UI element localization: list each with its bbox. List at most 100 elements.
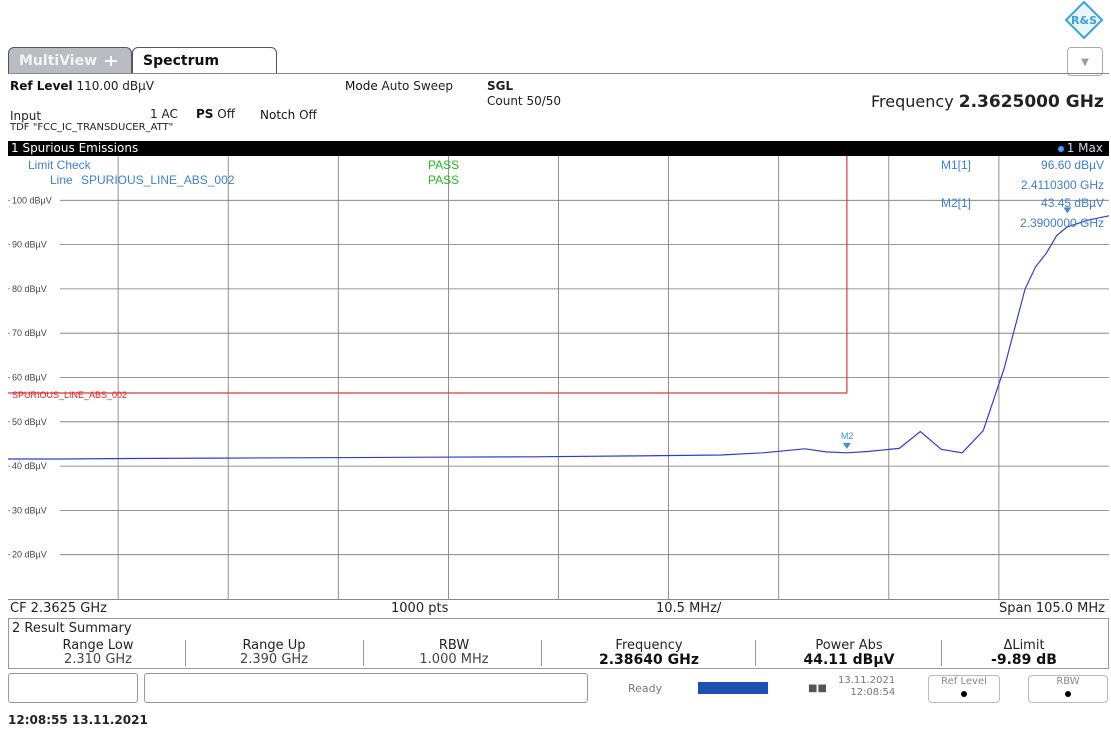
marker-m1-label: M1[1] [941, 158, 971, 172]
rbw-value: 1.000 MHz [369, 652, 539, 667]
range-low-value: 2.310 GHz [13, 652, 183, 667]
y-axis-ticks: 100 dBµV 90 dBµV 80 dBµV 70 dBµV 60 dBµV 50 d… [10, 191, 60, 559]
frequency-header: Frequency [549, 638, 749, 653]
tab-multiview[interactable]: MultiView [8, 47, 132, 73]
ref-level[interactable]: Ref Level 110.00 dBµV [10, 79, 154, 93]
frequency-value: 2.3625000 GHz [959, 92, 1104, 112]
indicator-dot-icon [1065, 691, 1071, 697]
limit-check-line-label: Line [50, 173, 73, 187]
limit-check-title: Limit Check [28, 158, 92, 172]
mode-label: Mode [345, 79, 378, 93]
power-abs-value: 44.11 dBµV [759, 652, 939, 668]
limit-line-group [8, 156, 847, 393]
limit-line [8, 156, 847, 393]
transducer-label: TDF "FCC_IC_TRANSDUCER_ATT" [10, 122, 173, 133]
marker-m2-frequency: 2.3900000 GHz [1020, 216, 1104, 230]
multiview-icon [105, 56, 117, 66]
ps-value: Off [217, 107, 235, 121]
plot-footer: CF 2.3625 GHz 1000 pts 10.5 MHz/ Span 10… [8, 599, 1109, 618]
ref-level-label: Ref Level [10, 79, 73, 93]
power-abs-header: Power Abs [759, 638, 939, 653]
notch-value: Off [299, 108, 317, 122]
rs-logo-text: R&S [1071, 14, 1097, 27]
trace-label: 1 Max [1067, 141, 1103, 155]
limit-check-line-name: SPURIOUS_LINE_ABS_002 [81, 173, 235, 187]
column-divider [363, 640, 364, 666]
column-divider [941, 640, 942, 666]
y-tick-label: 60 dBµV [12, 373, 47, 383]
sgl-indicator: SGL [487, 79, 513, 93]
status-bar: Ready ■■ 13.11.2021 12:08:54 Ref Level R… [8, 673, 1109, 705]
marker-m2-tag: M2 [841, 431, 854, 441]
status-field-left[interactable] [8, 673, 138, 703]
marker-m2-level: 43.45 dBµV [1041, 196, 1104, 210]
status-ready: Ready [628, 682, 662, 695]
status-time: 12:08:54 [838, 687, 895, 699]
y-tick-label: 50 dBµV [12, 417, 47, 427]
result-summary: 2 Result Summary Range Low Range Up RBW … [8, 618, 1109, 669]
frequency-label: Frequency [871, 92, 954, 111]
y-tick-label: 20 dBµV [12, 550, 47, 560]
indicator-dot-icon [961, 691, 967, 697]
trace-dot-icon [1058, 146, 1064, 152]
marker-m2-label: M2[1] [941, 196, 971, 210]
y-tick-label: 80 dBµV [12, 284, 47, 294]
span-value: Span 105.0 MHz [999, 601, 1105, 616]
tab-divider [8, 73, 1109, 74]
column-divider [185, 640, 186, 666]
rs-logo: R&S [1064, 0, 1104, 40]
center-frequency[interactable]: Frequency 2.3625000 GHz [871, 92, 1104, 112]
column-divider [541, 640, 542, 666]
sweep-progress-bar [698, 682, 768, 694]
y-tick-label: 70 dBµV [12, 328, 47, 338]
tab-spectrum[interactable]: Spectrum [132, 47, 277, 73]
limit-line-label: SPURIOUS_LINE_ABS_002 [12, 390, 127, 400]
marker-m1-level: 96.60 dBµV [1041, 158, 1104, 172]
sweep-mode[interactable]: Mode Auto Sweep [345, 79, 453, 93]
marker-group: M2 [841, 207, 1072, 448]
tab-multiview-label: MultiView [19, 53, 97, 69]
y-tick-label: 40 dBµV [12, 461, 47, 471]
chevron-down-icon: ▼ [1081, 57, 1089, 68]
spectrum-plot[interactable]: 100 dBµV 90 dBµV 80 dBµV 70 dBµV 60 dBµV 50 d… [8, 156, 1109, 599]
rbw-softkey[interactable]: RBW [1028, 675, 1108, 703]
delta-limit-header: ΔLimit [939, 638, 1109, 653]
trace-indicator[interactable]: 1 Max [1058, 141, 1103, 156]
system-clock: 12:08:55 13.11.2021 [8, 713, 148, 727]
lxi-icon: ■■ [808, 683, 827, 694]
window-title-bar: 1 Spurious Emissions 1 Max [8, 141, 1109, 156]
window-dropdown-button[interactable]: ▼ [1067, 47, 1103, 76]
div-frequency: 10.5 MHz/ [656, 601, 721, 616]
sweep-points: 1000 pts [391, 601, 448, 616]
ref-level-value: 110.00 dBµV [76, 79, 154, 93]
mode-value: Auto Sweep [382, 79, 454, 93]
window-title: 1 Spurious Emissions [11, 141, 138, 156]
y-tick-label: 90 dBµV [12, 240, 47, 250]
limit-check-result: PASS [428, 158, 459, 172]
ref-level-softkey-label: Ref Level [941, 676, 987, 687]
frequency-value: 2.38640 GHz [549, 652, 749, 668]
delta-limit-value: -9.89 dB [939, 652, 1109, 668]
status-date: 13.11.2021 [838, 675, 895, 687]
marker-m1-frequency: 2.4110300 GHz [1021, 178, 1104, 192]
rbw-header: RBW [369, 638, 539, 653]
ps-label: PS [196, 107, 213, 121]
y-tick-label: 100 dBµV [12, 195, 52, 205]
status-message-field[interactable] [144, 673, 588, 703]
sweep-count: Count 50/50 [487, 94, 561, 108]
marker-m2-icon [843, 443, 851, 449]
rbw-softkey-label: RBW [1056, 676, 1079, 687]
notch-setting[interactable]: Notch Off [260, 108, 317, 122]
input-value[interactable]: 1 AC [150, 107, 178, 121]
input-label: Input [10, 109, 41, 123]
status-datetime: 13.11.2021 12:08:54 [838, 675, 895, 699]
notch-label: Notch [260, 108, 295, 122]
center-frequency-footer: CF 2.3625 GHz [10, 601, 107, 616]
plot-grid [8, 156, 1109, 599]
range-up-value: 2.390 GHz [189, 652, 359, 667]
ref-level-softkey[interactable]: Ref Level [928, 675, 1000, 703]
column-divider [755, 640, 756, 666]
ps-setting[interactable]: PS Off [196, 107, 235, 121]
range-low-header: Range Low [13, 638, 183, 653]
tab-spectrum-label: Spectrum [143, 53, 219, 69]
